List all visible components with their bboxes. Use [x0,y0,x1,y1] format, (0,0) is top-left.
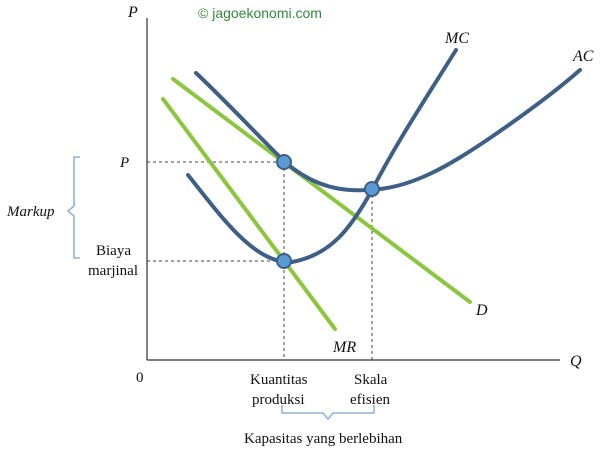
marginal-revenue-line [161,97,337,331]
marginal-cost-curve [186,48,458,265]
x-axis-label: Q [570,353,582,370]
kapasitas-label: Kapasitas yang berlebihan [244,431,403,447]
mc-curve-label: MC [444,30,469,47]
markup-bracket [66,156,80,259]
price-label: P [119,155,129,171]
marginal-cost-point [276,253,292,269]
skala-label: Skala [354,372,388,388]
marjinal-label: marjinal [88,263,138,279]
mr-curve-label: MR [332,339,356,356]
demand-line [171,77,472,304]
origin-label: 0 [136,370,144,386]
markup-label: Markup [6,204,55,220]
kapasitas-bracket [281,405,375,421]
efficient-scale-point [364,181,380,197]
biaya-label: Biaya [96,243,131,259]
average-cost-curve [194,68,582,193]
y-axis-label: P [127,4,138,21]
kuantitas-label: Kuantitas [250,372,308,388]
copyright-text: © jagoekonomi.com [198,5,322,21]
efisien-label: efisien [350,392,390,408]
demand-curve-label: D [475,302,488,319]
ac-curve-label: AC [572,48,594,65]
produksi-label: produksi [252,392,305,408]
price-point [276,154,292,170]
